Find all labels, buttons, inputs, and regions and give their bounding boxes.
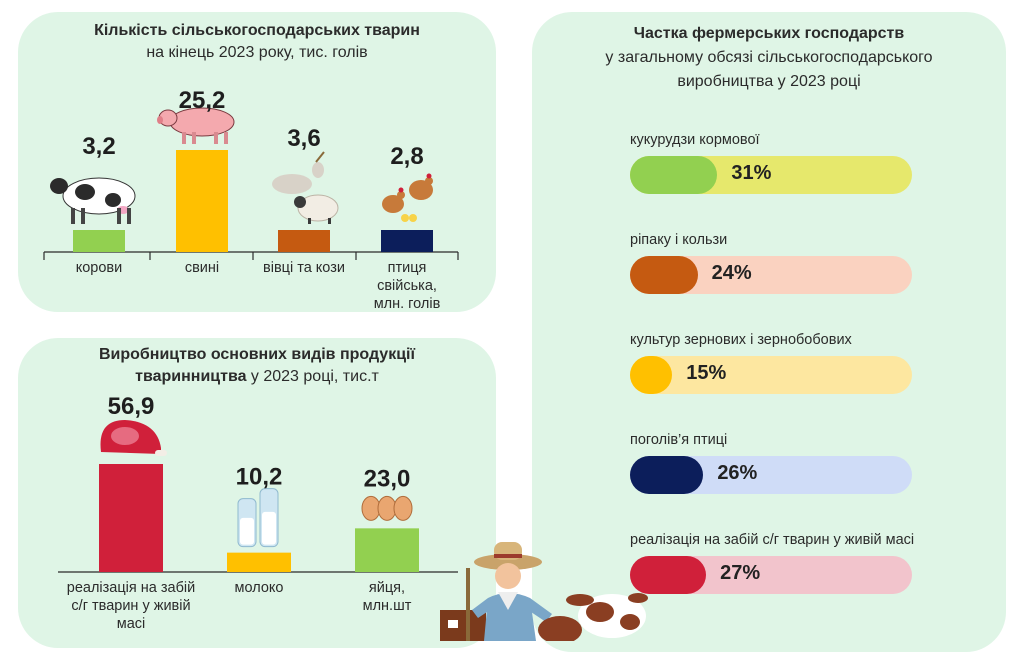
- category-label-3: млн.шт: [363, 598, 412, 614]
- shares-title-bold: Частка фермерських господарств: [633, 25, 905, 42]
- eggs-icon: [361, 495, 413, 521]
- livestock-chart: 3,2 корови 25,2 свині 3,6 вівці та кози 2,8 пти…: [43, 87, 459, 312]
- goat-sheep-icon: [272, 151, 339, 224]
- share-fill: [630, 456, 704, 494]
- livestock-subtitle: на кінець 2023 року, тис. голів: [146, 44, 368, 61]
- share-label: культур зернових і зернобобових: [630, 332, 852, 348]
- production-title-line1: Виробництво основних видів продукції: [98, 346, 415, 363]
- share-value: 24%: [711, 262, 752, 284]
- share-fill: [630, 156, 718, 194]
- category-label-1: реалізація на забій: [67, 580, 195, 596]
- share-label: реалізація на забій с/г тварин у живій м…: [630, 532, 915, 548]
- meat-icon: [100, 420, 167, 456]
- share-track: 31%: [630, 156, 912, 194]
- production-panel: Виробництво основних видів продукції тва…: [18, 338, 496, 648]
- share-track: 24%: [630, 256, 912, 294]
- share-track: 15%: [630, 356, 912, 394]
- share-label: кукурудзи кормової: [630, 132, 760, 148]
- category-label-1: с/г тварин у живій: [71, 598, 190, 614]
- share-value: 26%: [717, 462, 758, 484]
- pig-icon: [157, 107, 235, 144]
- value-label-3: 3,6: [287, 125, 320, 152]
- production-title-bold2: тваринництва: [135, 368, 247, 385]
- production-title: Виробництво основних видів продукції тва…: [18, 344, 496, 388]
- share-value: 27%: [720, 562, 761, 584]
- category-label-4: птиця: [388, 260, 427, 276]
- livestock-panel: Кількість сільськогосподарських тварин н…: [18, 12, 496, 312]
- category-label-3: яйця,: [369, 580, 405, 596]
- bar-2: [227, 552, 291, 572]
- farmer-icon: [440, 542, 648, 641]
- production-chart: 56,9 реалізація на забій с/г тварин у живі…: [58, 393, 458, 632]
- value-label-2: 10,2: [236, 464, 283, 491]
- share-track: 27%: [630, 556, 912, 594]
- category-label-2: свині: [185, 260, 219, 276]
- share-value: 31%: [731, 162, 772, 184]
- category-label-1: масі: [117, 616, 146, 632]
- bar-3: [355, 528, 419, 572]
- share-fill: [630, 256, 698, 294]
- shares-title: Частка фермерських господарств у загальн…: [532, 22, 1006, 94]
- cow-icon: [50, 177, 136, 224]
- value-label-3: 23,0: [364, 465, 411, 492]
- value-label-1: 3,2: [82, 133, 115, 160]
- milk-icon: [237, 488, 279, 548]
- share-value: 15%: [686, 362, 727, 384]
- value-label-2: 25,2: [179, 87, 226, 114]
- livestock-title: Кількість сільськогосподарських тварин н…: [18, 20, 496, 64]
- share-label: ріпаку і кользи: [630, 232, 728, 248]
- shares-subtitle-2: виробництва у 2023 році: [677, 73, 861, 90]
- category-label-4: млн. голів: [374, 296, 441, 312]
- livestock-title-bold: Кількість сільськогосподарських тварин: [94, 22, 420, 39]
- shares-subtitle-1: у загальному обсязі сільськогосподарсько…: [605, 49, 933, 66]
- chicken-icon: [382, 173, 433, 222]
- bar-1: [73, 230, 125, 252]
- share-fill: [630, 356, 673, 394]
- bar-2: [176, 150, 228, 252]
- category-label-4: свійська,: [377, 278, 437, 294]
- category-label-2: молоко: [235, 580, 284, 596]
- share-label: поголів’я птиці: [630, 432, 728, 448]
- bar-1: [99, 464, 163, 572]
- bar-3: [278, 230, 330, 252]
- share-track: 26%: [630, 456, 912, 494]
- production-title-rest: у 2023 році, тис.т: [246, 368, 379, 385]
- shares-panel: Частка фермерських господарств у загальн…: [532, 12, 1006, 652]
- bar-4: [381, 230, 433, 252]
- value-label-4: 2,8: [390, 143, 423, 170]
- category-label-3: вівці та кози: [263, 260, 345, 276]
- category-label-1: корови: [76, 260, 123, 276]
- value-label-1: 56,9: [108, 393, 155, 420]
- share-fill: [630, 556, 707, 594]
